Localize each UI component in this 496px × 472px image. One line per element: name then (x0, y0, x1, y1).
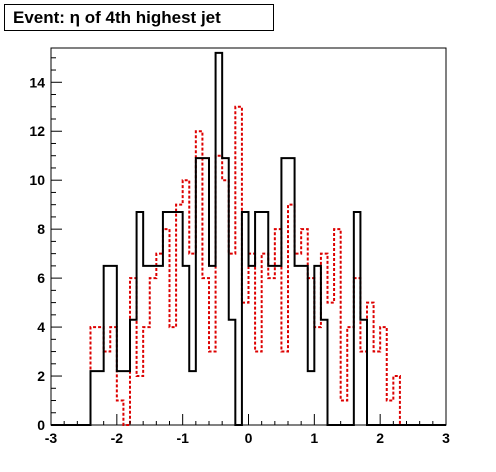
y-tick-label: 2 (37, 368, 45, 384)
histogram-black-line (51, 51, 446, 426)
y-tick-label: 14 (29, 74, 45, 90)
y-tick-label: 0 (37, 417, 45, 433)
y-tick-label: 4 (37, 319, 45, 335)
y-tick-label: 6 (37, 270, 45, 286)
x-tick-label: -1 (176, 430, 189, 446)
x-tick-label: -2 (111, 430, 124, 446)
y-tick-label: 10 (29, 172, 45, 188)
series-black-solid (51, 51, 446, 426)
y-tick-label: 8 (37, 221, 45, 237)
x-tick-label: 0 (245, 430, 253, 446)
x-tick-label: 2 (376, 430, 384, 446)
x-tick-label: 1 (310, 430, 318, 446)
y-tick-label: 12 (29, 123, 45, 139)
chart-title: Event: η of 4th highest jet (4, 4, 274, 31)
x-tick-label: 3 (442, 430, 450, 446)
x-tick-label: -3 (45, 430, 58, 446)
